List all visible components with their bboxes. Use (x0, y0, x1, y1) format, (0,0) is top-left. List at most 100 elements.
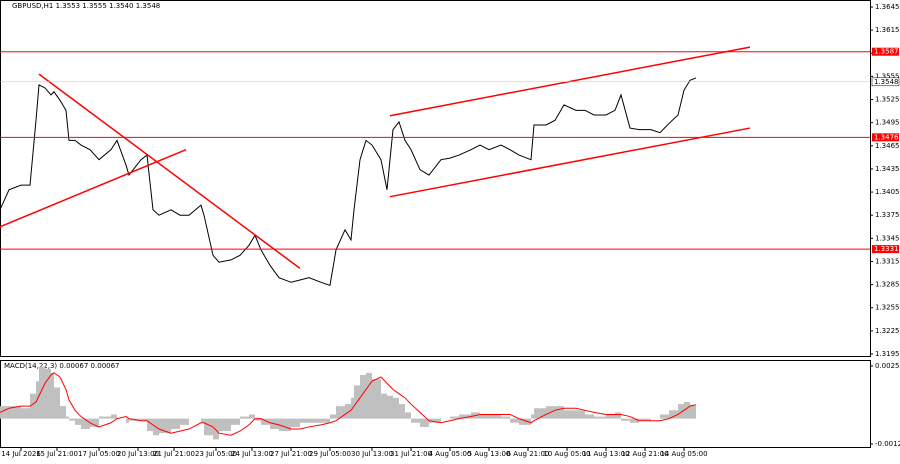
macd-bar (51, 372, 54, 419)
macd-bar (66, 416, 69, 419)
macd-bar (261, 418, 270, 425)
x-tick-label: 11 Aug 13:00 (582, 450, 629, 458)
y-tick-label: 1.3555 (875, 72, 900, 80)
y-tick-label: 1.3375 (875, 211, 900, 219)
current-price-box (871, 77, 900, 87)
macd-bar (69, 418, 75, 421)
price-line (0, 77, 697, 287)
y-tick-label: 1.3195 (875, 350, 900, 358)
macd-bar (279, 418, 291, 432)
macd-bar (201, 418, 204, 423)
macd-bar (180, 418, 189, 425)
x-tick-label: 17 Jul 05:00 (78, 450, 120, 458)
macd-bar (0, 406, 9, 419)
x-tick-label: 31 Jul 21:00 (390, 450, 432, 458)
x-tick-label: 10 Aug 05:00 (543, 450, 590, 458)
y-tick-label: 1.3285 (875, 281, 900, 289)
macd-bar (519, 418, 531, 425)
macd-bar (555, 406, 564, 419)
level-label: 1.3587 (874, 48, 899, 56)
macd-bar (534, 408, 546, 419)
macd-bar (630, 418, 639, 423)
x-tick-label: 6 Aug 21:00 (507, 450, 550, 458)
macd-bar (510, 418, 519, 423)
macd-bar (54, 387, 60, 419)
y-tick-label: 1.3225 (875, 327, 900, 335)
macd-bar (399, 404, 405, 419)
macd-bar (531, 414, 534, 419)
macd-bar (321, 418, 330, 423)
x-tick-label: 29 Jul 05:00 (309, 450, 351, 458)
y-tick-label: 1.3255 (875, 304, 900, 312)
macd-bar (489, 414, 501, 419)
macd-bar (60, 406, 66, 419)
macd-bar (249, 414, 255, 419)
macd-bar (255, 418, 261, 421)
macd-bar (411, 418, 420, 423)
macd-bar (345, 404, 351, 419)
trend-line (389, 46, 751, 117)
macd-bar (678, 404, 684, 419)
macd-bar (405, 412, 411, 419)
macd-bar (81, 418, 90, 430)
macd-bar (309, 418, 321, 423)
macd-bar (9, 406, 21, 419)
level-label: 1.3331 (874, 245, 899, 253)
y-tick-label: 1.3315 (875, 257, 900, 265)
macd-bar (387, 395, 393, 419)
macd-bar (615, 412, 621, 419)
macd-bar (171, 418, 180, 430)
macd-bar (126, 418, 129, 423)
macd-bar (111, 414, 117, 419)
level-label-box (872, 245, 899, 254)
macd-bar (231, 418, 240, 425)
macd-bar (393, 397, 399, 419)
trend-line (0, 148, 187, 228)
macd-bar (450, 416, 459, 419)
macd-bar (480, 414, 489, 419)
macd-bar (219, 418, 231, 432)
macd-bar (240, 416, 249, 419)
macd-bar (621, 418, 630, 421)
y-tick-label: 1.3435 (875, 165, 900, 173)
macd-bar (381, 393, 387, 419)
x-tick-label: 14 Aug 05:00 (660, 450, 707, 458)
macd-bar (606, 414, 615, 419)
macd-bar (669, 410, 678, 419)
trend-line (38, 73, 301, 270)
level-label: 1.3476 (874, 133, 899, 141)
macd-bar (75, 418, 81, 425)
y-tick-label: 1.3645 (875, 3, 900, 11)
macd-bar (639, 418, 651, 421)
trend-line (389, 127, 751, 198)
x-tick-label: 30 Jul 13:00 (351, 450, 393, 458)
current-price-label: 1.3548 (874, 78, 899, 86)
y-tick-label: 1.3615 (875, 26, 900, 34)
level-label-box (872, 133, 899, 142)
macd-bar (594, 416, 606, 419)
macd-bar (660, 414, 669, 419)
macd-bar (147, 418, 153, 432)
signal-line (0, 372, 697, 436)
macd-bar (39, 366, 45, 419)
macd-bar (429, 418, 441, 423)
macd-bar (501, 416, 510, 419)
macd-bar (360, 374, 366, 419)
price-pane-border (0, 0, 871, 357)
y-tick-label: 0.00253 (875, 362, 900, 370)
macd-bar (372, 379, 381, 419)
macd-title: MACD(14,22,3) 0.00067 0.00067 (4, 362, 120, 370)
macd-bar (336, 406, 345, 419)
macd-bar (690, 404, 696, 419)
x-tick-label: 15 Jul 21:00 (36, 450, 78, 458)
x-tick-label: 5 Aug 13:00 (468, 450, 511, 458)
macd-bar (300, 418, 309, 423)
macd-bar (204, 418, 213, 436)
x-tick-label: 23 Jul 05:00 (195, 450, 237, 458)
x-tick-label: 24 Jul 13:00 (231, 450, 273, 458)
y-tick-label: 1.3345 (875, 234, 900, 242)
y-tick-label: -0.00122 (875, 440, 900, 448)
macd-pane-border (0, 360, 871, 448)
